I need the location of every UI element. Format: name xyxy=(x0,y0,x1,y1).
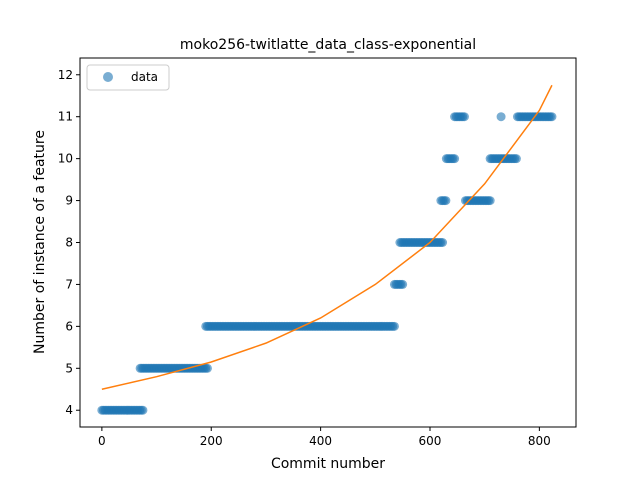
data-point xyxy=(547,112,557,122)
data-point xyxy=(496,112,506,122)
data-point xyxy=(398,279,408,289)
y-axis-title: Number of instance of a feature xyxy=(32,130,48,354)
x-axis-ticks: 0 200 400 600 800 xyxy=(98,427,551,448)
x-tick-label: 200 xyxy=(200,434,223,448)
y-tick-label: 8 xyxy=(65,236,73,250)
data-point xyxy=(511,154,521,164)
scatter-points xyxy=(97,112,557,415)
fit-curve xyxy=(101,84,553,390)
y-tick-label: 10 xyxy=(58,152,73,166)
data-point xyxy=(389,321,399,331)
y-tick-label: 4 xyxy=(65,403,73,417)
data-point xyxy=(438,238,448,247)
legend-label: data xyxy=(131,70,158,84)
y-tick-label: 5 xyxy=(65,361,73,375)
x-axis-title: Commit number xyxy=(271,456,385,472)
y-tick-label: 7 xyxy=(65,277,73,291)
legend-box xyxy=(86,64,170,91)
y-axis-ticks: 4 5 6 7 8 9 10 11 12 xyxy=(58,68,80,417)
y-tick-label: 6 xyxy=(65,319,73,333)
x-tick-label: 800 xyxy=(528,434,551,448)
y-tick-label: 11 xyxy=(58,110,73,124)
x-tick-label: 400 xyxy=(309,434,332,448)
y-tick-label: 12 xyxy=(58,68,73,82)
data-point xyxy=(485,196,495,206)
data-point xyxy=(450,154,460,164)
legend-marker xyxy=(103,72,113,82)
x-tick-label: 600 xyxy=(419,434,442,448)
data-point xyxy=(202,363,212,373)
data-point xyxy=(459,112,469,122)
x-tick-label: 0 xyxy=(98,434,106,448)
data-point xyxy=(441,196,451,206)
y-tick-label: 9 xyxy=(65,194,73,208)
legend: data xyxy=(86,64,170,91)
data-point xyxy=(138,405,148,415)
chart-title: moko256-twitlatte_data_class-exponential xyxy=(180,37,476,53)
